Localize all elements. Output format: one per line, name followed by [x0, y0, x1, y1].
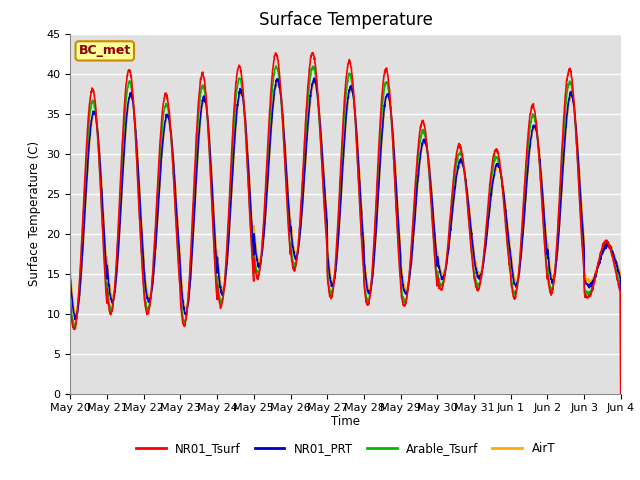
AirT [362, 268, 369, 274]
Line: AirT: AirT [70, 82, 621, 393]
Title: Surface Temperature: Surface Temperature [259, 11, 433, 29]
NR01_PRT [374, 203, 381, 209]
NR01_Tsurf [362, 294, 369, 300]
NR01_PRT [67, 276, 74, 282]
AirT [506, 240, 513, 246]
NR01_PRT [220, 287, 228, 293]
Arable_Tsurf [272, 63, 280, 69]
Arable_Tsurf [617, 391, 625, 396]
NR01_Tsurf [568, 81, 576, 86]
AirT [617, 390, 625, 396]
Arable_Tsurf [362, 289, 369, 295]
Arable_Tsurf [220, 288, 228, 294]
NR01_PRT [617, 389, 625, 395]
AirT [67, 270, 74, 276]
AirT [220, 285, 228, 291]
Arable_Tsurf [374, 181, 381, 187]
NR01_Tsurf [220, 288, 228, 294]
AirT [275, 79, 282, 84]
NR01_PRT [568, 94, 576, 100]
Line: NR01_PRT: NR01_PRT [70, 78, 621, 392]
Arable_Tsurf [584, 291, 591, 297]
NR01_PRT [506, 246, 513, 252]
Line: Arable_Tsurf: Arable_Tsurf [70, 66, 621, 394]
NR01_PRT [310, 75, 318, 81]
NR01_Tsurf [309, 50, 317, 56]
AirT [568, 95, 576, 101]
NR01_Tsurf [67, 302, 74, 308]
Arable_Tsurf [67, 298, 74, 303]
NR01_PRT [362, 274, 369, 280]
AirT [584, 276, 591, 282]
NR01_PRT [584, 282, 591, 288]
Arable_Tsurf [568, 89, 576, 95]
AirT [374, 206, 381, 212]
Text: BC_met: BC_met [79, 44, 131, 58]
NR01_Tsurf [506, 266, 513, 272]
NR01_Tsurf [617, 392, 625, 398]
NR01_Tsurf [584, 295, 591, 300]
X-axis label: Time: Time [331, 415, 360, 428]
Line: NR01_Tsurf: NR01_Tsurf [70, 53, 621, 395]
Arable_Tsurf [506, 260, 513, 266]
Legend: NR01_Tsurf, NR01_PRT, Arable_Tsurf, AirT: NR01_Tsurf, NR01_PRT, Arable_Tsurf, AirT [131, 437, 560, 460]
Y-axis label: Surface Temperature (C): Surface Temperature (C) [28, 141, 41, 286]
NR01_Tsurf [374, 169, 381, 175]
